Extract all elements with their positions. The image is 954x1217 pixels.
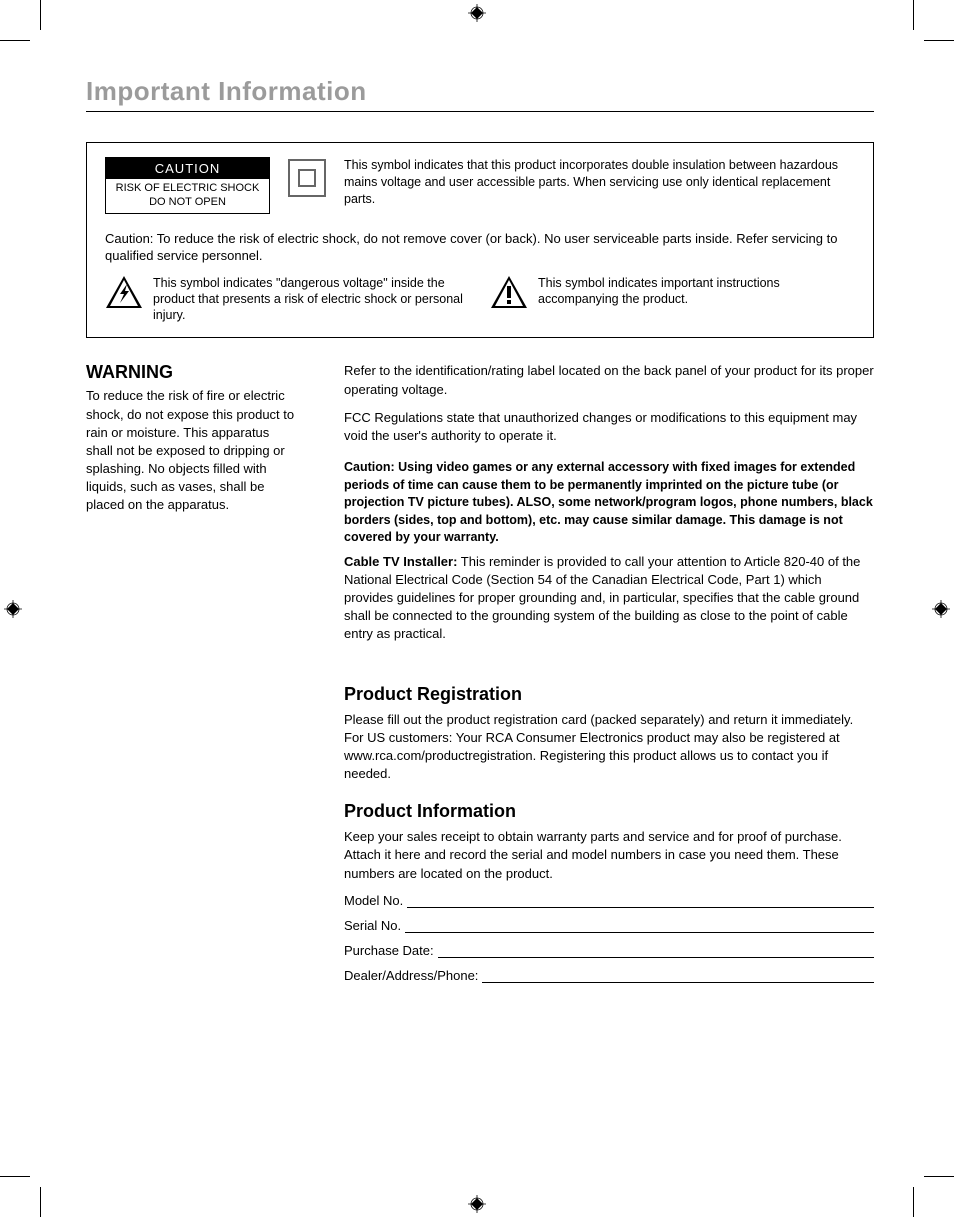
dealer-line [482,970,874,983]
purchase-date-label: Purchase Date: [344,943,434,958]
serial-no-line [405,920,874,933]
dangerous-voltage-text: This symbol indicates "dangerous voltage… [153,275,470,324]
purchase-date-field: Purchase Date: [344,943,874,958]
caution-frame: CAUTION RISK OF ELECTRIC SHOCK DO NOT OP… [86,142,874,338]
product-information-body: Keep your sales receipt to obtain warran… [344,828,874,883]
important-instructions-icon [490,275,528,309]
registration-mark-icon [468,4,486,22]
double-insulation-icon [288,159,326,197]
warning-head: WARNING [86,362,296,383]
cable-installer-runin: Cable TV Installer: [344,554,457,569]
caution-body: RISK OF ELECTRIC SHOCK DO NOT OPEN [106,179,269,213]
important-instructions-text: This symbol indicates important instruct… [538,275,855,324]
product-registration-head: Product Registration [344,684,874,705]
title-rule [86,111,874,112]
burn-in-caution: Caution: Using video games or any extern… [344,459,874,547]
serial-no-field: Serial No. [344,918,874,933]
fcc-text: FCC Regulations state that unauthorized … [344,409,874,445]
caution-box: CAUTION RISK OF ELECTRIC SHOCK DO NOT OP… [105,157,270,214]
caution-reduce-risk: Caution: To reduce the risk of electric … [105,230,855,265]
dangerous-voltage-icon [105,275,143,309]
registration-mark-icon [4,600,22,618]
caution-head: CAUTION [106,158,269,179]
rating-label-text: Refer to the identification/rating label… [344,362,874,398]
cable-installer-text: Cable TV Installer: This reminder is pro… [344,553,874,644]
registration-mark-icon [468,1195,486,1213]
product-registration-body: Please fill out the product registration… [344,711,874,784]
model-no-field: Model No. [344,893,874,908]
purchase-date-line [438,945,874,958]
model-no-label: Model No. [344,893,403,908]
dealer-field: Dealer/Address/Phone: [344,968,874,983]
dealer-label: Dealer/Address/Phone: [344,968,478,983]
model-no-line [407,895,874,908]
product-information-head: Product Information [344,801,874,822]
warning-body: To reduce the risk of fire or electric s… [86,387,296,514]
serial-no-label: Serial No. [344,918,401,933]
double-insulation-text: This symbol indicates that this product … [344,157,855,208]
page-title: Important Information [86,76,874,107]
registration-mark-icon [932,600,950,618]
